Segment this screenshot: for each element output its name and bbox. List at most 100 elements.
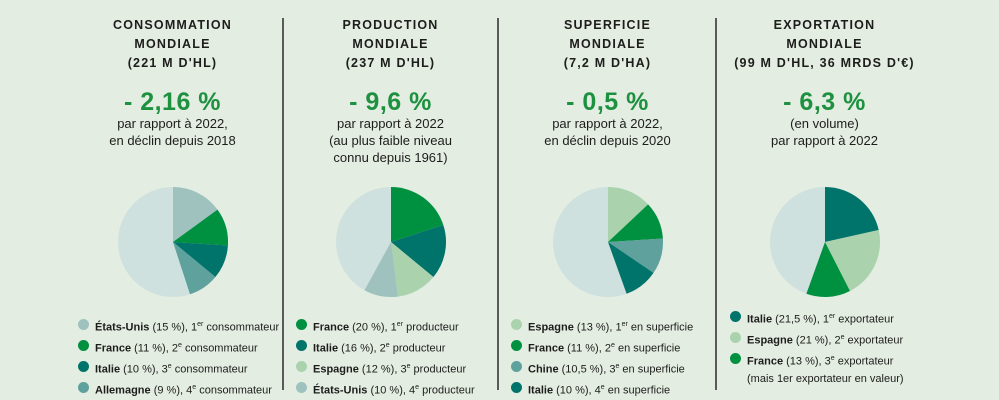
change-description: par rapport à 2022, en déclin depuis 2018 [64,115,281,149]
pie-slice-france [607,204,663,242]
pie-slice-espagne [824,230,880,292]
pie-chart [335,187,446,297]
legend-note: (mais 1er exportateur en valeur) [747,373,904,386]
legend-swatch-icon [511,382,522,394]
legend-rank: 3 [824,355,831,368]
legend-rank: 4 [186,385,193,398]
description-line: connu depuis 1961) [333,150,448,165]
legend-share: (11 %) [567,342,599,355]
legend-item: Espagne (12 %), 3e producteur [296,358,475,379]
legend-role: producteur [413,363,467,376]
chart-title-line: MONDIALE [134,37,211,51]
legend-item: Espagne (13 %), 1er en superficie [511,316,693,337]
legend-share: (16 %) [341,342,374,355]
legend-text: Italie (10 %), 4e en superficie [528,384,671,398]
legend-item: Italie (21,5 %), 1er exportateur [730,308,904,329]
legend-role: exportateur [837,355,894,368]
legend-country: France [95,342,132,355]
legend-role: consommateur [206,321,280,334]
legend-rank: 2 [171,342,178,355]
legend-rank: 1 [390,321,397,334]
legend-rank: 4 [409,385,416,398]
pie-slice-tatsunis [172,187,217,242]
chart-title-line: MONDIALE [786,37,863,51]
pie-chart [117,187,228,297]
legend-swatch-icon [511,340,522,352]
legend-share: (13 %) [786,355,819,368]
pie-slice-france [390,187,443,242]
chart-title-line: (7,2 M D'HA) [563,56,652,70]
legend-role: en superficie [617,342,681,355]
description-line: (en volume) [790,116,859,131]
legend-rank-suffix: er [396,321,404,328]
legend-swatch-icon [296,340,307,352]
legend-country: France [528,342,565,355]
legend-swatch-icon [730,332,741,344]
legend-swatch-icon [78,382,89,394]
legend-rank-suffix: er [828,313,836,320]
pie-slice-espagne [607,187,648,242]
legend-text: France (11 %), 2e consommateur [95,342,258,355]
change-description: par rapport à 2022 (au plus faible niveau… [282,115,499,166]
pie-slice-france [172,209,228,246]
description-line: par rapport à 2022, [552,116,663,131]
legend-item: Italie (16 %), 2e producteur [296,337,475,358]
pie-slice-italie [172,242,228,278]
legend-role: exportateur [838,313,894,326]
change-value: - 0,5 % [566,88,649,116]
pie-chart [769,187,880,297]
change-value: - 6,3 % [783,88,866,116]
legend-role: en superficie [622,363,685,376]
change-description: (en volume) par rapport à 2022 [716,115,933,149]
legend-share: (12 %) [361,363,395,376]
legend-rank-suffix: e [406,363,411,371]
legend-rank-suffix: er [197,321,204,328]
legend-share: (10,5 %) [561,363,604,376]
legend-share: (21,5 %) [775,313,817,326]
legend-country: Chine [528,363,559,376]
legend-rank-suffix: e [840,334,845,342]
legend: France (20 %), 1er producteur Italie (16 … [296,316,475,400]
legend-country: Italie [313,342,339,355]
legend-text: Allemagne (9 %), 4e consommateur [95,384,272,398]
chart-column: PRODUCTION MONDIALE (237 M D'HL) - 9,6 % par… [282,0,499,400]
legend-swatch-icon [78,319,89,330]
column-divider [497,18,499,390]
legend-swatch-icon [78,361,89,373]
legend-swatch-icon [730,311,741,322]
legend-share: (15 %) [152,321,185,334]
chart-title-line: SUPERFICIE [563,18,651,32]
legend-item: Chine (10,5 %), 3e en superficie [511,358,693,379]
description-line: par rapport à 2022 [771,133,878,148]
legend-share: (11 %) [134,342,166,355]
legend-rank-suffix: e [600,384,605,392]
chart-title-line: MONDIALE [352,37,429,51]
legend-country: Espagne [528,321,574,334]
chart-title-line: PRODUCTION [342,18,439,32]
legend-text: Espagne (12 %), 3e producteur [313,363,467,376]
legend-swatch-icon [511,319,522,330]
legend-item: France (11 %), 2e en superficie [511,337,693,358]
pie-slice-italie [824,187,879,242]
column-divider [282,18,284,390]
legend-item: France (20 %), 1er producteur [296,316,475,337]
legend-text: France (11 %), 2e en superficie [528,342,681,355]
legend-share: (21 %) [795,334,829,347]
legend-country: Italie [747,313,773,326]
legend-rank: 1 [822,313,829,326]
pie-slice-france [805,242,850,297]
chart-column: SUPERFICIE MONDIALE (7,2 M D'HA) - 0,5 % par… [499,0,716,400]
legend-role: producteur [392,342,446,355]
chart-column: CONSOMMATION MONDIALE (221 M D'HL) - 2,16 %… [64,0,281,400]
legend-text: Espagne (13 %), 1er en superficie [528,321,694,334]
legend-rank-suffix: e [615,363,620,371]
legend-swatch-icon [296,382,307,394]
legend-item: Espagne (21 %), 2e exportateur [730,329,904,350]
legend-swatch-icon [730,353,741,365]
legend-country: Espagne [747,334,793,347]
change-value: - 9,6 % [349,88,432,116]
legend-rank: 1 [615,321,622,334]
legend-text: États-Unis (10 %), 4e producteur [313,384,475,398]
legend-share: (13 %) [576,321,610,334]
legend-role: consommateur [184,342,258,355]
